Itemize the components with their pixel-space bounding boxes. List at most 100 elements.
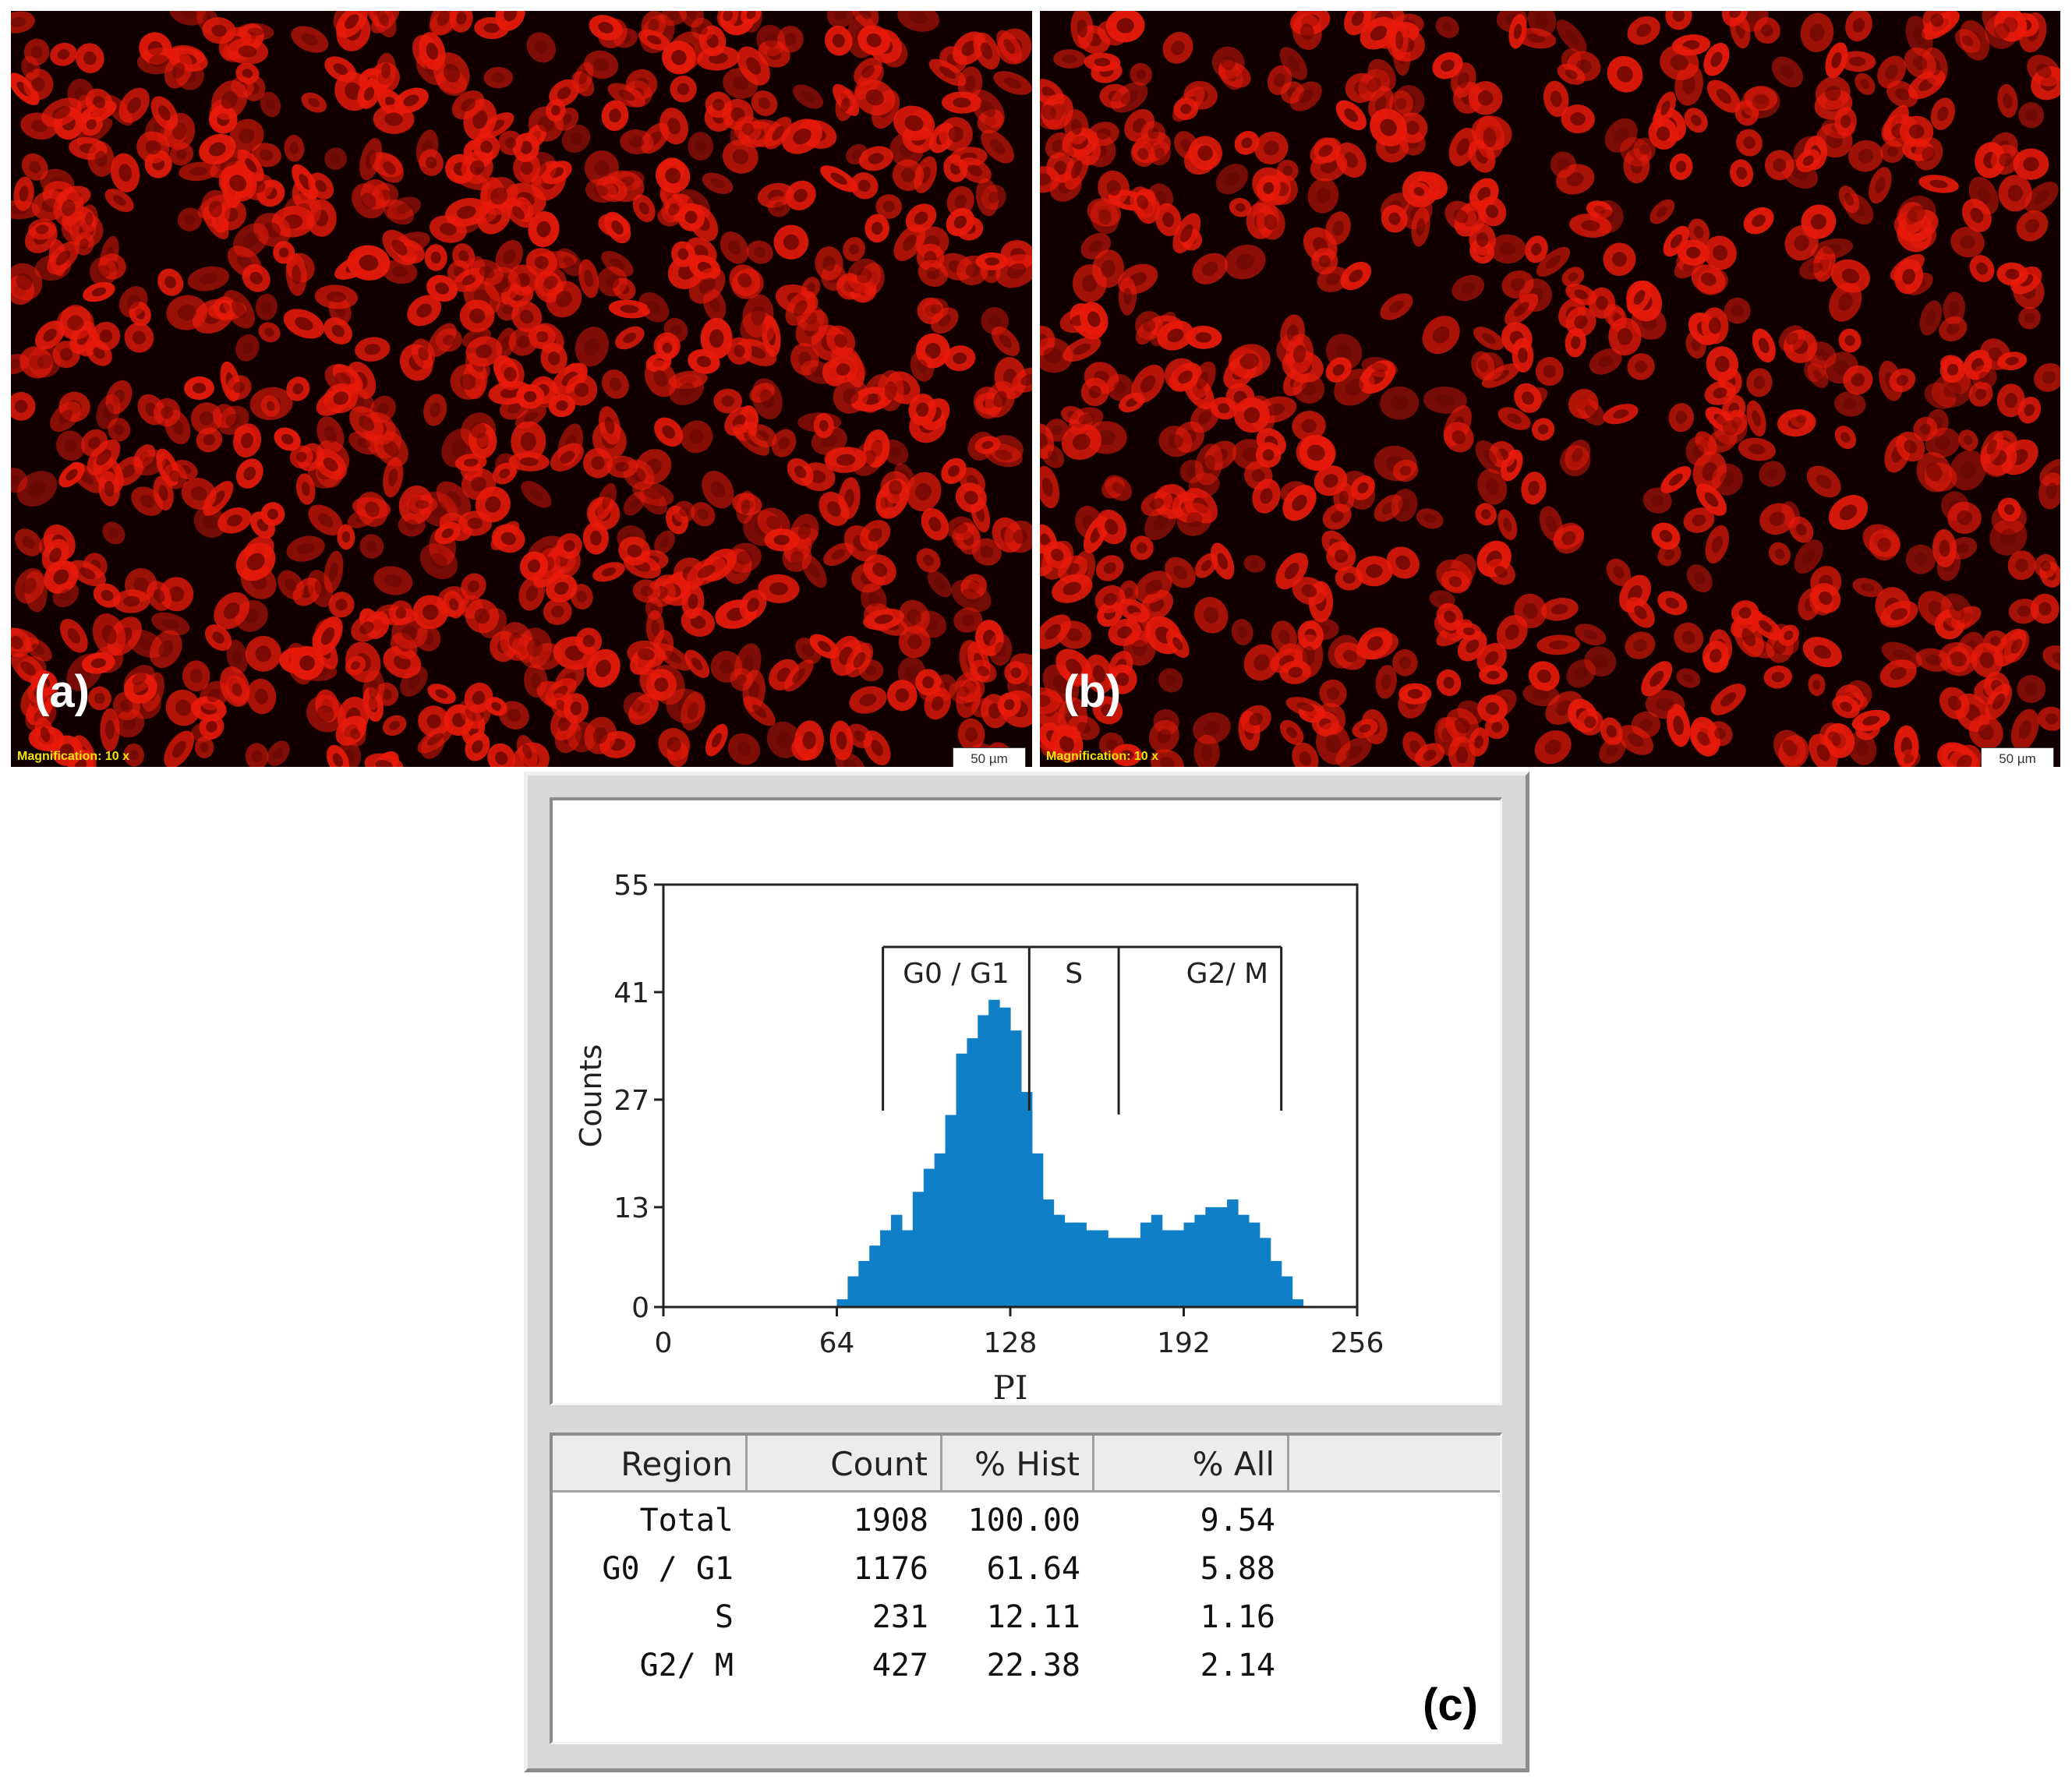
cell (757, 182, 794, 208)
cell (1834, 391, 1866, 417)
cell (430, 11, 458, 36)
cell (1307, 178, 1339, 214)
cell (1326, 541, 1356, 571)
cell (1565, 284, 1597, 306)
x-axis-label: PI (993, 1369, 1028, 1403)
cell (815, 246, 843, 281)
cell (369, 11, 397, 37)
cell (1279, 660, 1312, 684)
cell (1358, 69, 1390, 101)
cell (375, 153, 404, 183)
cell (737, 46, 770, 86)
cell (2008, 599, 2039, 624)
cell (290, 646, 325, 680)
cell (199, 680, 228, 711)
cell (1950, 227, 1985, 258)
cell (1105, 11, 1145, 43)
x-tick-label: 128 (984, 1327, 1038, 1359)
cell (1897, 196, 1936, 233)
cell (1148, 141, 1172, 166)
histogram-bar (1010, 1030, 1022, 1307)
cell (284, 135, 305, 162)
cell (1627, 353, 1655, 380)
cell (1734, 100, 1759, 126)
cell (355, 337, 391, 362)
cell (624, 492, 645, 516)
cell (1479, 665, 1508, 685)
column-header-pct-all[interactable]: % All (1094, 1436, 1289, 1490)
cell (1607, 55, 1643, 93)
cell (1451, 62, 1476, 98)
cell (1475, 440, 1505, 474)
cell (1322, 503, 1352, 530)
cell (543, 598, 572, 625)
cell (1118, 277, 1137, 316)
cell (1285, 334, 1314, 374)
cell (133, 449, 166, 476)
cell (820, 165, 857, 193)
cell (487, 743, 516, 767)
cell (1877, 55, 1907, 89)
cell (1392, 459, 1419, 482)
cell (783, 659, 814, 692)
cell (2037, 706, 2060, 731)
cell (823, 542, 854, 567)
cell (1040, 337, 1073, 373)
cell (1147, 183, 1174, 211)
cell (1657, 591, 1688, 616)
cell (411, 338, 436, 369)
cell (193, 506, 227, 538)
cell (1691, 264, 1726, 295)
cell (1468, 81, 1503, 115)
cell (226, 38, 269, 65)
panel-b-label: (b) (1063, 666, 1122, 717)
cell (557, 248, 582, 277)
cell (1789, 516, 1814, 543)
cell (1098, 170, 1130, 206)
column-header-count[interactable]: Count (748, 1436, 942, 1490)
cell (575, 627, 603, 655)
cell (356, 492, 388, 527)
cell (785, 180, 816, 210)
y-tick-label: 27 (613, 1085, 649, 1117)
cell (1794, 539, 1823, 574)
cell (51, 735, 83, 766)
cell (102, 521, 126, 545)
column-header-pct-hist[interactable]: % Hist (942, 1436, 1094, 1490)
cell (470, 259, 504, 286)
cell (1068, 715, 1100, 740)
cell (2018, 306, 2041, 330)
cell (1131, 365, 1165, 404)
cell (1504, 293, 1539, 326)
cell (1932, 529, 1957, 567)
cell (1649, 199, 1675, 224)
cell (1053, 49, 1086, 69)
column-header-region[interactable]: Region (553, 1436, 748, 1490)
cell (426, 274, 458, 302)
cell (958, 157, 992, 184)
cell (608, 299, 651, 319)
cell (308, 504, 343, 536)
cell (1940, 593, 1974, 631)
cell (123, 665, 155, 694)
cell (524, 663, 548, 698)
histogram-bar (1270, 1260, 1282, 1307)
cell-count: 427 (872, 1648, 928, 1683)
cell (1052, 574, 1093, 603)
cell (1210, 397, 1237, 420)
cell (597, 266, 628, 297)
cell (773, 224, 809, 260)
cell (1165, 556, 1196, 588)
cell (756, 24, 786, 57)
histogram-bar (1238, 1214, 1250, 1307)
cell (1655, 91, 1676, 125)
cell (58, 462, 85, 488)
cell (2013, 148, 2049, 180)
cell (790, 343, 819, 376)
cell (1105, 373, 1134, 401)
cell (628, 693, 659, 726)
cell (1105, 475, 1133, 501)
cell (245, 635, 281, 672)
cell (11, 627, 31, 658)
cell (924, 687, 951, 720)
